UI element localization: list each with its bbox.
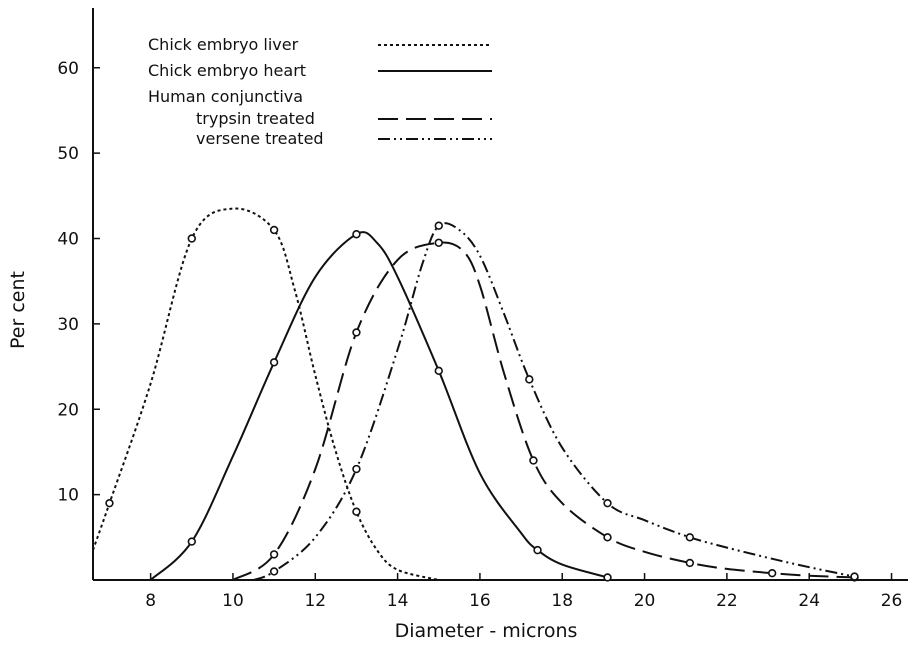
x-tick-label: 26 [881,591,903,611]
legend-label-0: Chick embryo liver [148,35,299,54]
data-point-series-2 [434,238,443,247]
y-tick-label: 40 [57,230,79,250]
y-tick-label: 10 [57,486,79,506]
legend-label-1: Chick embryo heart [148,61,306,80]
series-line-3 [253,222,855,581]
y-tick-label: 60 [57,59,79,79]
x-tick-label: 20 [634,591,656,611]
x-tick-label: 18 [551,591,573,611]
x-tick-label: 8 [145,591,156,611]
legend-group-header: Human conjunctiva [148,87,303,106]
y-tick-label: 50 [57,144,79,164]
series-points [105,221,859,582]
y-axis-title: Per cent [7,271,29,349]
y-tick-label: 20 [57,400,79,420]
ticks: 8 10 12 14 16 18 20 22 24 26 10 20 30 40 50 60 [57,59,902,611]
data-point-series-1 [187,537,196,546]
data-point-series-0 [105,498,114,508]
data-point-series-3 [434,221,443,230]
data-point-series-1 [603,573,612,582]
series-line-0 [92,207,440,581]
data-point-series-1 [269,358,279,367]
data-point-series-2 [352,328,361,337]
data-point-series-3 [603,498,612,508]
data-point-series-2 [529,456,538,465]
legend: Chick embryo liver Chick embryo heart Huma… [148,35,492,148]
legend-label-3: versene treated [196,129,324,148]
data-point-series-2 [767,568,777,578]
y-tick-label: 30 [57,315,79,335]
data-point-series-1 [533,545,542,555]
x-tick-label: 22 [716,591,738,611]
series-curves [92,207,855,581]
x-axis-title: Diameter - microns [395,620,578,642]
data-point-series-1 [434,366,443,376]
data-point-series-2 [603,533,612,542]
data-point-series-3 [269,567,279,576]
axes [92,8,908,581]
data-point-series-3 [525,375,534,384]
series-line-2 [232,241,855,581]
data-point-series-3 [352,464,361,474]
data-point-series-2 [269,550,279,559]
data-point-series-3 [685,533,695,542]
data-point-series-2 [685,558,695,568]
data-point-series-0 [352,507,361,516]
x-tick-label: 12 [304,591,326,611]
data-point-series-1 [352,230,361,239]
x-tick-label: 10 [222,591,244,611]
legend-label-2: trypsin treated [196,109,315,128]
x-tick-label: 14 [387,591,409,611]
data-point-series-0 [187,234,196,243]
x-tick-label: 16 [469,591,491,611]
series-line-1 [149,231,608,581]
x-tick-label: 24 [798,591,820,611]
data-point-series-0 [269,225,279,235]
data-point-series-3 [850,572,859,581]
